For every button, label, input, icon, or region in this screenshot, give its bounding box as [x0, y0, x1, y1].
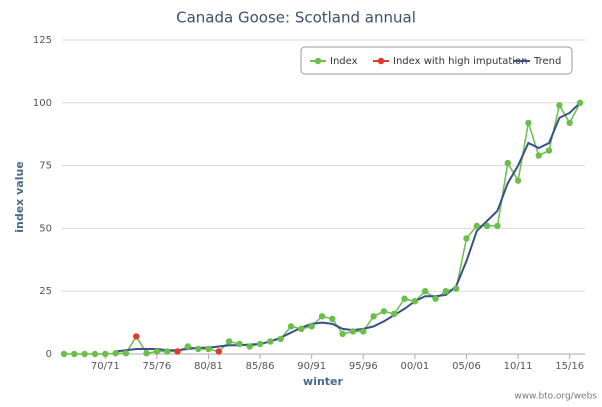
imputed-point — [133, 333, 140, 340]
index-point — [298, 325, 305, 333]
x-tick-label: 05/06 — [452, 361, 481, 372]
x-tick-label: 00/01 — [400, 361, 429, 372]
legend-marker — [377, 57, 385, 65]
index-point — [401, 295, 408, 302]
index-point — [236, 340, 243, 348]
legend-marker — [314, 57, 322, 65]
index-point — [349, 328, 357, 335]
index-point — [442, 288, 450, 295]
index-point — [122, 350, 130, 357]
index-point — [556, 102, 563, 109]
index-point — [576, 99, 584, 107]
series-line — [115, 102, 581, 353]
index-point — [370, 313, 377, 320]
y-tick-label: 100 — [33, 98, 52, 109]
index-point — [504, 159, 511, 167]
imputed-point — [174, 348, 181, 355]
index-point — [81, 350, 88, 358]
index-point — [164, 348, 171, 355]
index-point — [60, 350, 68, 358]
index-point — [143, 350, 150, 357]
index-point — [463, 235, 470, 242]
x-tick-label: 15/16 — [555, 361, 584, 372]
y-tick-label: 125 — [33, 35, 52, 46]
x-tick-label: 90/91 — [297, 361, 326, 372]
index-point — [483, 222, 491, 230]
index-point — [184, 343, 192, 350]
index-point — [112, 350, 119, 357]
index-point — [525, 119, 532, 127]
index-point — [318, 313, 326, 320]
legend-label: Index with high imputation — [393, 56, 528, 67]
index-point — [287, 323, 295, 330]
legend-label: Trend — [533, 56, 561, 67]
index-point — [267, 338, 274, 345]
index-point — [205, 345, 212, 353]
index-point — [566, 119, 573, 127]
y-tick-label: 50 — [39, 223, 52, 234]
y-tick-label: 75 — [39, 161, 52, 172]
index-point — [545, 147, 553, 154]
legend-label: Index — [330, 56, 358, 67]
index-point — [153, 348, 161, 355]
index-point — [308, 323, 315, 330]
index-point — [411, 298, 419, 305]
index-point — [380, 308, 388, 315]
imputed-point — [215, 348, 222, 355]
x-tick-label: 70/71 — [91, 361, 120, 372]
x-tick-label: 85/86 — [246, 361, 275, 372]
x-tick-label: 80/81 — [194, 361, 223, 372]
index-point — [360, 328, 367, 335]
index-point — [194, 345, 202, 353]
index-point — [494, 222, 501, 230]
y-axis-label: index value — [13, 161, 26, 233]
y-tick-label: 25 — [39, 286, 52, 297]
index-point — [246, 343, 253, 350]
index-point — [391, 310, 398, 318]
x-tick-label: 75/76 — [142, 361, 171, 372]
chart-title: Canada Goose: Scotland annual — [176, 9, 416, 27]
index-point — [432, 295, 439, 302]
index-point — [277, 335, 284, 343]
index-point — [535, 152, 542, 159]
x-tick-label: 10/11 — [504, 361, 533, 372]
index-point — [102, 350, 109, 358]
source: www.bto.org/webs — [514, 392, 597, 402]
index-point — [71, 350, 78, 358]
index-point — [452, 285, 460, 292]
x-tick-label: 95/96 — [349, 361, 378, 372]
y-tick-label: 0 — [46, 349, 52, 360]
index-point — [514, 177, 522, 184]
x-axis-label: winter — [303, 375, 343, 388]
index-point — [91, 350, 99, 358]
index-point — [329, 315, 336, 323]
index-point — [225, 338, 233, 345]
legend-box — [300, 46, 573, 75]
index-point — [256, 340, 264, 348]
index-point — [339, 330, 346, 338]
index-point — [422, 288, 429, 295]
index-point — [473, 222, 480, 230]
